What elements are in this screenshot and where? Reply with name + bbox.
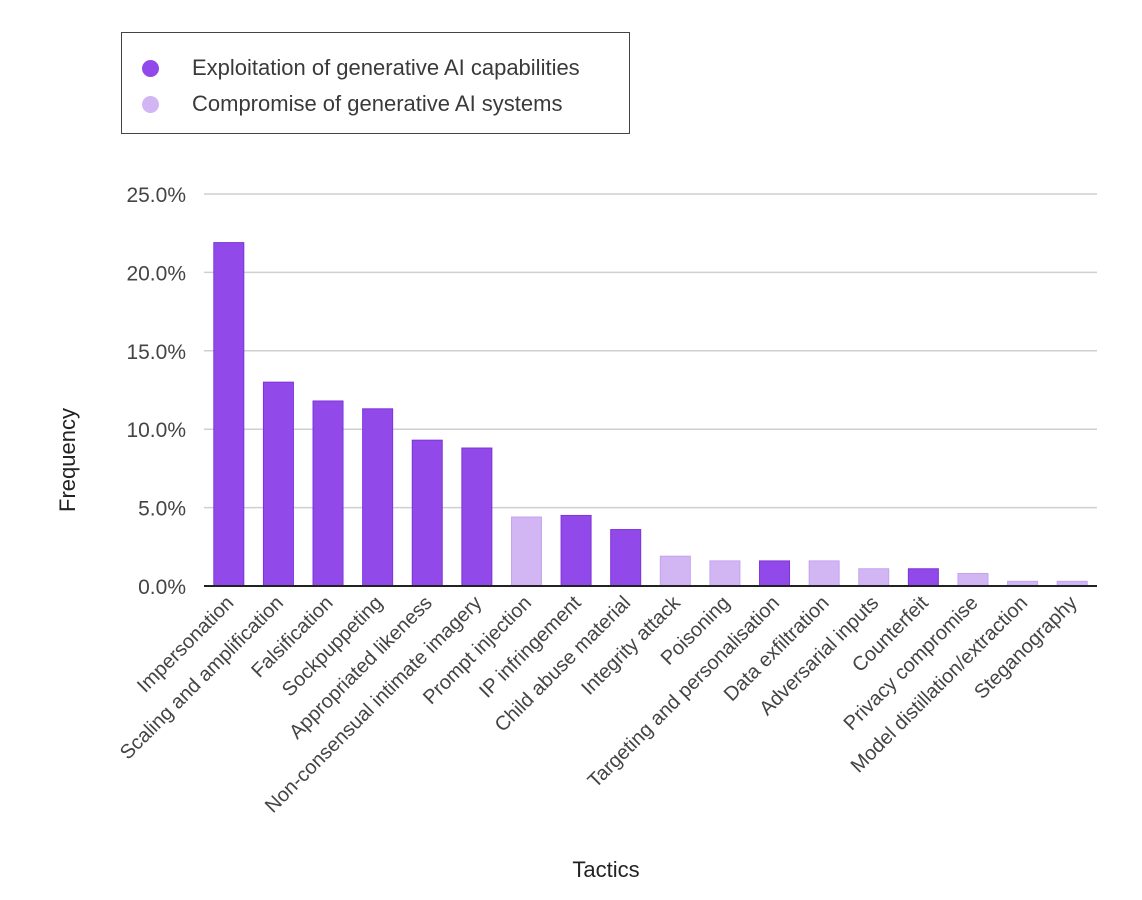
bar xyxy=(709,560,741,587)
bar xyxy=(461,447,493,587)
bar xyxy=(362,408,394,587)
legend-dot-compromise xyxy=(142,95,159,113)
bar xyxy=(858,568,890,587)
x-axis-title: Tactics xyxy=(572,857,639,882)
bar xyxy=(808,560,840,587)
bar xyxy=(907,568,939,587)
y-tick-label: 10.0% xyxy=(126,419,186,442)
legend: Exploitation of generative AI capabiliti… xyxy=(121,32,630,134)
bar xyxy=(659,555,691,587)
bar xyxy=(610,529,642,587)
y-tick-label: 5.0% xyxy=(138,498,186,521)
bar xyxy=(262,381,294,587)
legend-dot-exploitation xyxy=(142,59,159,77)
y-tick-label: 25.0% xyxy=(126,184,186,207)
bar xyxy=(957,572,989,587)
legend-item-exploitation: Exploitation of generative AI capabiliti… xyxy=(142,55,580,81)
bar xyxy=(560,514,592,587)
bar xyxy=(312,400,344,587)
bar xyxy=(213,242,245,587)
legend-item-compromise: Compromise of generative AI systems xyxy=(142,91,562,117)
bar xyxy=(510,516,542,587)
bar xyxy=(411,439,443,587)
legend-label-compromise: Compromise of generative AI systems xyxy=(192,91,563,116)
bar xyxy=(759,560,791,587)
y-tick-label: 15.0% xyxy=(126,341,186,364)
y-tick-label: 0.0% xyxy=(138,576,186,599)
legend-label-exploitation: Exploitation of generative AI capabiliti… xyxy=(192,55,580,80)
y-axis-title: Frequency xyxy=(55,408,80,512)
y-tick-label: 20.0% xyxy=(126,262,186,285)
